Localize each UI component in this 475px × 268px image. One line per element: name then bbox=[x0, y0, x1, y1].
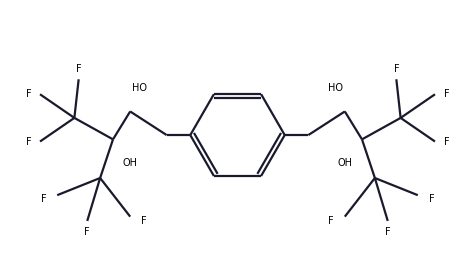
Text: HO: HO bbox=[328, 83, 342, 93]
Text: F: F bbox=[76, 64, 82, 73]
Text: F: F bbox=[428, 195, 434, 204]
Text: F: F bbox=[141, 216, 146, 226]
Text: F: F bbox=[85, 227, 90, 237]
Text: HO: HO bbox=[133, 83, 147, 93]
Text: F: F bbox=[26, 89, 31, 99]
Text: OH: OH bbox=[123, 158, 138, 168]
Text: F: F bbox=[26, 136, 31, 147]
Text: F: F bbox=[444, 136, 449, 147]
Text: F: F bbox=[385, 227, 390, 237]
Text: F: F bbox=[329, 216, 334, 226]
Text: F: F bbox=[41, 195, 47, 204]
Text: F: F bbox=[444, 89, 449, 99]
Text: F: F bbox=[393, 64, 399, 73]
Text: OH: OH bbox=[337, 158, 352, 168]
